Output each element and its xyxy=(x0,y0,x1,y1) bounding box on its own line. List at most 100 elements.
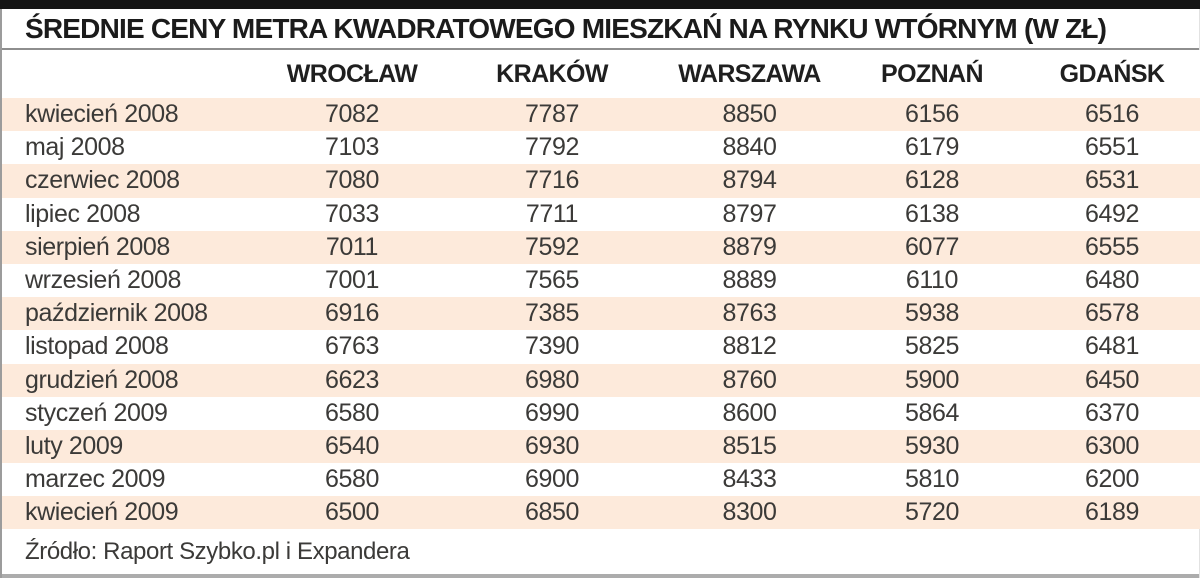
table-row: grudzień 2008 6623 6980 8760 5900 6450 xyxy=(2,363,1200,397)
month-label: wrzesień 2008 xyxy=(25,266,182,295)
month-label: kwiecień 2009 xyxy=(25,498,179,527)
price-cell: 6480 xyxy=(1084,266,1139,295)
title-row: ŚREDNIE CENY METRA KWADRATOWEGO MIESZKAŃ… xyxy=(2,9,1199,50)
price-cell: 6481 xyxy=(1084,332,1139,361)
column-header-poznan: POZNAŃ xyxy=(842,50,1022,98)
price-cell: 6850 xyxy=(524,498,579,527)
month-label: maj 2008 xyxy=(25,133,125,162)
price-cell: 7592 xyxy=(524,232,579,261)
price-cell: 6179 xyxy=(904,133,959,162)
table-row: kwiecień 2009 6500 6850 8300 5720 6189 xyxy=(2,496,1200,530)
price-table: WROCŁAW KRAKÓW WARSZAWA POZNAŃ GDAŃSK kw… xyxy=(2,50,1200,530)
price-cell: 6623 xyxy=(324,365,379,394)
price-cell: 6189 xyxy=(1084,498,1139,527)
price-cell: 8763 xyxy=(722,299,777,328)
table-title: ŚREDNIE CENY METRA KWADRATOWEGO MIESZKAŃ… xyxy=(25,12,1107,44)
price-cell: 6578 xyxy=(1084,299,1139,328)
month-label: luty 2009 xyxy=(25,431,123,460)
column-header-month xyxy=(2,50,257,98)
price-cell: 6110 xyxy=(905,266,959,295)
column-header-krakow: KRAKÓW xyxy=(447,50,657,98)
price-cell: 5864 xyxy=(904,398,959,427)
top-black-bar xyxy=(0,0,1200,9)
price-cell: 7390 xyxy=(524,332,579,361)
month-label: styczeń 2009 xyxy=(25,398,168,427)
price-cell: 8797 xyxy=(722,199,777,228)
price-cell: 6555 xyxy=(1084,232,1139,261)
price-cell: 7711 xyxy=(525,199,579,228)
price-cell: 8433 xyxy=(722,465,777,494)
price-cell: 8879 xyxy=(722,232,777,261)
price-cell: 7792 xyxy=(524,133,579,162)
table-row: marzec 2009 6580 6900 8433 5810 6200 xyxy=(2,463,1200,497)
month-label: grudzień 2008 xyxy=(25,365,179,394)
price-cell: 6900 xyxy=(524,465,579,494)
price-cell: 6138 xyxy=(904,199,959,228)
table-row: lipiec 2008 7033 7711 8797 6138 6492 xyxy=(2,197,1200,231)
header-row: WROCŁAW KRAKÓW WARSZAWA POZNAŃ GDAŃSK xyxy=(2,50,1200,98)
table-row: czerwiec 2008 7080 7716 8794 6128 6531 xyxy=(2,164,1200,198)
price-cell: 6516 xyxy=(1084,100,1139,129)
price-cell: 6916 xyxy=(324,299,379,328)
price-cell: 6128 xyxy=(904,166,959,195)
table-row: maj 2008 7103 7792 8840 6179 6551 xyxy=(2,131,1200,165)
price-cell: 7011 xyxy=(325,232,379,261)
column-header-gdansk: GDAŃSK xyxy=(1022,50,1200,98)
price-cell: 6450 xyxy=(1084,365,1139,394)
table-row: listopad 2008 6763 7390 8812 5825 6481 xyxy=(2,330,1200,364)
price-cell: 6990 xyxy=(524,398,579,427)
table-row: październik 2008 6916 7385 8763 5938 657… xyxy=(2,297,1200,331)
price-cell: 6370 xyxy=(1084,398,1139,427)
price-cell: 7716 xyxy=(524,166,579,195)
price-cell: 8889 xyxy=(722,266,777,295)
price-cell: 6200 xyxy=(1084,465,1139,494)
price-cell: 8850 xyxy=(722,100,777,129)
source-row: Źródło: Raport Szybko.pl i Expandera xyxy=(2,529,1199,575)
month-label: lipiec 2008 xyxy=(25,199,141,228)
price-cell: 8840 xyxy=(722,133,777,162)
month-label: sierpień 2008 xyxy=(25,232,170,261)
month-label: kwiecień 2008 xyxy=(25,100,179,129)
price-cell: 7103 xyxy=(324,133,379,162)
month-label: marzec 2009 xyxy=(25,465,166,494)
price-cell: 6500 xyxy=(324,498,379,527)
price-cell: 6930 xyxy=(524,431,579,460)
price-cell: 8760 xyxy=(722,365,777,394)
month-label: październik 2008 xyxy=(25,299,208,328)
table-header: WROCŁAW KRAKÓW WARSZAWA POZNAŃ GDAŃSK xyxy=(2,50,1200,98)
column-header-warszawa: WARSZAWA xyxy=(657,50,842,98)
price-cell: 8794 xyxy=(722,166,777,195)
month-label: listopad 2008 xyxy=(25,332,169,361)
month-label: czerwiec 2008 xyxy=(25,166,180,195)
table-row: wrzesień 2008 7001 7565 8889 6110 6480 xyxy=(2,263,1200,298)
price-cell: 7385 xyxy=(524,299,579,328)
price-cell: 6551 xyxy=(1084,133,1139,162)
price-cell: 6540 xyxy=(324,431,379,460)
price-cell: 7082 xyxy=(324,100,379,129)
price-cell: 6300 xyxy=(1084,431,1139,460)
price-cell: 8515 xyxy=(722,431,777,460)
price-cell: 6077 xyxy=(904,232,959,261)
price-cell: 8600 xyxy=(722,398,777,427)
price-cell: 5900 xyxy=(904,365,959,394)
price-cell: 6580 xyxy=(324,465,379,494)
price-cell: 5938 xyxy=(904,299,959,328)
price-cell: 6980 xyxy=(524,365,579,394)
table-row: sierpień 2008 7011 7592 8879 6077 6555 xyxy=(2,230,1200,264)
table-row: luty 2009 6540 6930 8515 5930 6300 xyxy=(2,429,1200,464)
price-cell: 8812 xyxy=(722,332,777,361)
table-body: kwiecień 2008 7082 7787 8850 6156 6516 m… xyxy=(2,98,1200,530)
price-cell: 6763 xyxy=(324,332,379,361)
price-cell: 5825 xyxy=(904,332,959,361)
price-cell: 7001 xyxy=(324,266,379,295)
price-cell: 7080 xyxy=(324,166,379,195)
price-cell: 6492 xyxy=(1084,199,1139,228)
table-row: styczeń 2009 6580 6990 8600 5864 6370 xyxy=(2,396,1200,430)
bottom-border xyxy=(2,574,1199,579)
price-cell: 6580 xyxy=(324,398,379,427)
price-cell: 7787 xyxy=(524,100,579,129)
source-note: Źródło: Raport Szybko.pl i Expandera xyxy=(25,537,410,565)
price-cell: 7565 xyxy=(524,266,579,295)
price-cell: 8300 xyxy=(722,498,777,527)
